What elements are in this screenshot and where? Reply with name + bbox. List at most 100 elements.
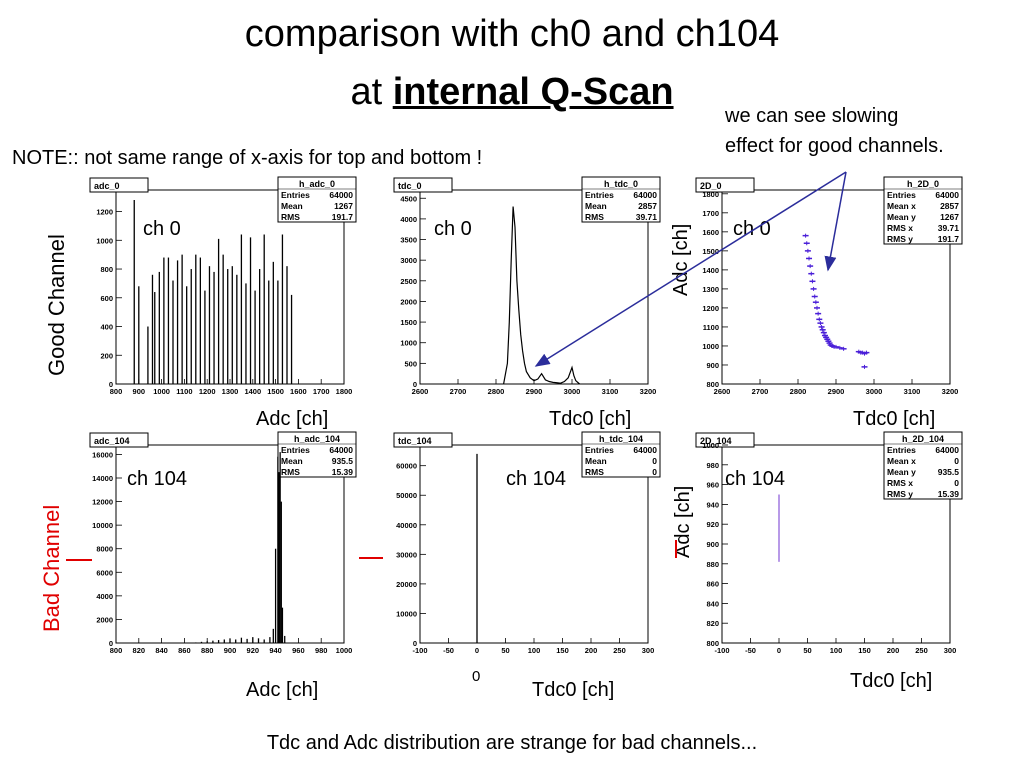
stats-value: 0 <box>954 456 959 466</box>
y-tick-label: 8000 <box>96 545 113 554</box>
x-tick-label: 1100 <box>176 387 192 396</box>
stats-key: RMS <box>281 212 300 222</box>
stats-value: 1267 <box>334 201 353 211</box>
stats-value: 64000 <box>329 190 353 200</box>
x-tick-label: 50 <box>803 646 811 655</box>
x-tick-label: -100 <box>714 646 729 655</box>
y-tick-label: 0 <box>413 639 417 648</box>
y-tick-label: 1200 <box>96 208 113 217</box>
x-tick-label: 2900 <box>828 387 845 396</box>
y-tick-label: 1600 <box>702 228 719 237</box>
x-tick-label: 820 <box>133 646 146 655</box>
x-tick-label: 3000 <box>564 387 581 396</box>
y-tick-label: 20000 <box>396 580 417 589</box>
x-tick-label: 0 <box>777 646 781 655</box>
y-tick-label: 50000 <box>396 491 417 500</box>
stats-value: 0 <box>652 467 657 477</box>
series-line <box>503 206 580 385</box>
stats-title: h_2D_104 <box>902 434 944 444</box>
x-tick-label: 100 <box>830 646 843 655</box>
y-tick-label: 940 <box>706 500 719 509</box>
x-tick-label: 2600 <box>412 387 429 396</box>
x-tick-label: 940 <box>269 646 282 655</box>
title-emphasis: internal Q-Scan <box>392 71 674 113</box>
y-tick-label: 1100 <box>703 323 719 332</box>
y-tick-label: 980 <box>706 461 719 470</box>
x-tick-label: 250 <box>915 646 928 655</box>
title-prefix: at <box>350 71 383 113</box>
y-tick-label: 1800 <box>702 190 719 199</box>
stats-box <box>581 176 661 223</box>
xaxis-label-h2d0: Tdc0 [ch] <box>853 408 936 430</box>
y-tick-label: 10000 <box>396 609 417 618</box>
y-tick-label: 1000 <box>702 342 719 351</box>
y-tick-label: 900 <box>706 540 719 549</box>
y-tick-label: 1000 <box>400 339 417 348</box>
y-tick-label: 600 <box>100 294 113 303</box>
stats-value: 0 <box>954 478 959 488</box>
xaxis-label-h2d104: Tdc0 [ch] <box>850 670 933 692</box>
stats-value: 2857 <box>638 201 657 211</box>
y-tick-label: 16000 <box>92 450 113 459</box>
slide-title-line1: comparison with ch0 and ch104 <box>244 13 780 55</box>
x-tick-label: 3100 <box>602 387 619 396</box>
stats-key: Mean y <box>887 212 916 222</box>
stats-key: Mean <box>281 456 303 466</box>
stats-key: Mean <box>281 201 303 211</box>
x-tick-label: 300 <box>944 646 957 655</box>
stats-value: 64000 <box>935 190 959 200</box>
stats-title: h_2D_0 <box>907 179 939 189</box>
stats-title: h_tdc_104 <box>599 434 643 444</box>
stats-value: 15.39 <box>938 489 960 499</box>
y-tick-label: 40000 <box>396 521 417 530</box>
x-tick-label: 1500 <box>267 387 284 396</box>
stats-key: RMS <box>585 212 604 222</box>
y-tick-label: 4000 <box>96 592 113 601</box>
stats-box <box>277 176 357 223</box>
panel-h2d104: 2D_104 h_2D_104 Entries 64000 Mean x 0 Mean y 9… <box>694 431 964 667</box>
y-tick-label: 0 <box>413 380 417 389</box>
x-tick-label: 2700 <box>752 387 769 396</box>
y-tick-label: 3500 <box>400 236 417 245</box>
x-tick-label: 1400 <box>244 387 261 396</box>
panel-tab <box>695 432 755 448</box>
y-tick-label: 900 <box>706 361 719 370</box>
channel-label-adc104: ch 104 <box>127 468 188 490</box>
stats-box <box>581 431 661 478</box>
x-tick-label: 1200 <box>199 387 216 396</box>
y-tick-label: 800 <box>100 265 113 274</box>
stats-key: Mean x <box>887 456 916 466</box>
stats-value: 64000 <box>935 445 959 455</box>
y-tick-label: 1500 <box>702 247 719 256</box>
stats-key: Mean y <box>887 467 916 477</box>
panel-tab <box>393 177 453 193</box>
x-tick-label: 3100 <box>904 387 921 396</box>
y-tick-label: 30000 <box>396 550 417 559</box>
x-tick-label: 3200 <box>640 387 657 396</box>
panel-tdc0: tdc_0 h_tdc_0 Entries 64000 Mean 2857 RMS 39.71… <box>392 176 662 408</box>
stats-value: 935.5 <box>938 467 960 477</box>
stats-key: Entries <box>585 445 614 455</box>
arrow-to-tdc0 <box>534 171 847 367</box>
annotation-line1: we can see slowing <box>725 105 899 127</box>
stats-key: Entries <box>281 445 310 455</box>
stats-title: h_adc_104 <box>294 434 340 444</box>
y-tick-label: 400 <box>100 323 113 332</box>
x-tick-label: 960 <box>292 646 305 655</box>
panel-tab-label: 2D_104 <box>700 436 732 446</box>
stats-value: 191.7 <box>332 212 354 222</box>
panel-adc0: adc_0 h_adc_0 Entries 64000 Mean 1267 RMS 191.7… <box>88 176 358 408</box>
y-tick-label: 1500 <box>400 318 417 327</box>
y-tick-label: 800 <box>706 380 719 389</box>
x-tick-label: 2800 <box>488 387 505 396</box>
panel-tab-label: tdc_104 <box>398 436 432 446</box>
panel-tab <box>695 177 755 193</box>
x-tick-label: 150 <box>858 646 871 655</box>
panel-tab <box>89 432 149 448</box>
panel-tab <box>393 432 453 448</box>
